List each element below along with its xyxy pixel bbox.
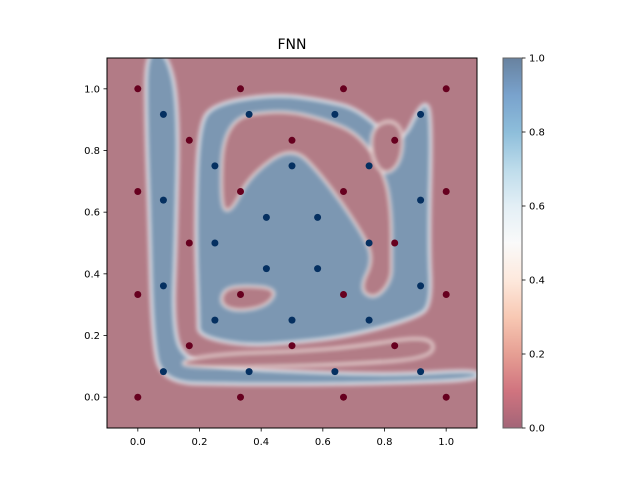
class-0-point [237,188,244,195]
class-1-point [314,213,322,221]
class-1-point [365,316,373,324]
x-tick-label: 0.0 [130,437,146,448]
class-0-point [391,136,399,144]
left-inner-lobe [222,286,274,310]
class-0-point [237,85,244,93]
class-0-point [442,291,450,298]
class-0-point [134,291,142,298]
y-tick-label: 1.0 [84,84,100,95]
class-0-point [340,291,347,298]
x-tick-label: 0.6 [315,437,331,448]
class-1-point [159,196,167,204]
class-0-point [340,393,347,401]
class-0-point [134,85,142,93]
class-1-point [331,368,339,376]
class-1-point [159,110,167,118]
class-1-point [288,162,296,170]
class-0-point [340,188,347,195]
decision-region-low [182,110,435,369]
class-0-point [340,85,347,93]
colorbar-axis: 0.0 0.2 0.4 0.6 0.8 1.0 [522,54,545,435]
upper-inner-lobe [222,112,391,296]
class-0-point [185,136,193,144]
class-1-point [262,213,270,221]
class-0-point [391,239,399,247]
class-1-point [262,265,270,273]
class-0-point [134,393,142,401]
x-tick-label: 0.8 [377,437,393,448]
chart-title: FNN [278,37,307,53]
y-tick-label: 0.0 [84,393,100,404]
colorbar-tick-label: 0.6 [529,202,545,213]
colorbar-tick-label: 0.2 [529,350,545,361]
x-tick-label: 0.2 [192,437,208,448]
class-1-point [245,110,253,118]
class-0-point [442,393,450,401]
y-tick-label: 0.6 [84,208,100,219]
class-1-point [211,162,219,170]
scatter-points [134,85,450,401]
class-0-point [134,188,142,195]
y-tick-label: 0.8 [84,146,100,157]
class-1-point [288,316,296,324]
plot-frame [106,57,478,429]
colorbar-tick-label: 0.8 [529,128,545,139]
colorbar-tick-label: 1.0 [529,54,545,65]
colorbar-tick-label: 0.4 [529,276,545,287]
x-tick-label: 0.4 [253,437,269,448]
plot-area [107,58,477,428]
class-0-point [185,342,193,350]
class-0-point [391,342,399,350]
y-tick-label: 0.4 [84,269,100,280]
class-1-point [211,239,219,247]
class-0-point [237,393,244,401]
class-0-point [288,136,296,144]
left-vertical-band [147,58,477,384]
class-1-point [365,162,373,170]
y-axis: 0.0 0.2 0.4 0.6 0.8 1.0 [84,84,107,404]
class-0-point [185,239,193,247]
class-1-point [211,316,219,324]
class-1-point [159,368,167,376]
y-tick-label: 0.2 [84,331,100,342]
class-0-point [442,85,450,93]
class-1-point [417,110,425,118]
colorbar-tick-label: 0.0 [529,424,545,435]
class-0-point [237,291,244,298]
class-0-point [288,342,296,350]
class-1-point [417,196,425,204]
class-1-point [417,282,425,290]
class-1-point [245,368,253,376]
bottom-gap [184,339,433,367]
class-1-point [331,110,339,118]
right-top-notch [372,122,402,172]
class-0-point [442,188,450,195]
class-1-point [159,282,167,290]
colorbar [502,57,523,429]
class-1-point [365,239,373,247]
class-1-point [314,265,322,273]
class-1-point [417,368,425,376]
x-axis: 0.0 0.2 0.4 0.6 0.8 1.0 [130,428,454,448]
x-tick-label: 1.0 [438,437,454,448]
